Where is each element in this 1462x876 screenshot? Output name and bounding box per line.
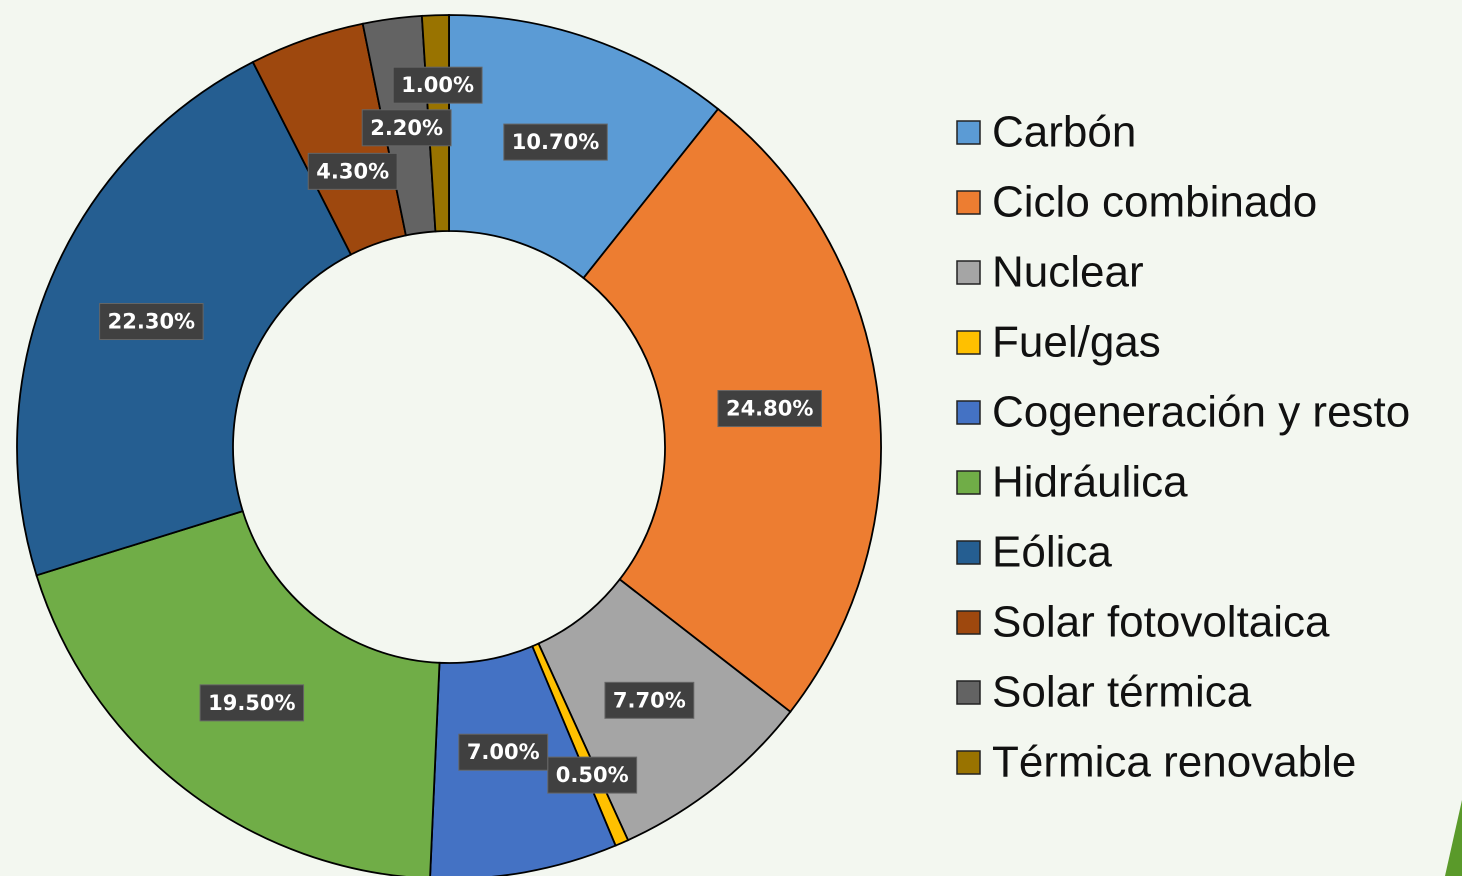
data-label: 22.30% [99, 303, 204, 341]
data-label: 4.30% [307, 152, 398, 190]
legend-label: Térmica renovable [992, 738, 1356, 787]
legend-label: Nuclear [992, 248, 1144, 297]
data-label-text: 1.00% [401, 73, 474, 97]
data-label-text: 7.70% [613, 688, 686, 712]
legend-swatch [956, 470, 981, 495]
data-label-box [604, 681, 695, 719]
data-label-box [199, 684, 305, 722]
legend-swatch [956, 610, 981, 635]
data-label-box [458, 733, 549, 771]
data-label-text: 4.30% [316, 159, 389, 183]
legend-label: Hidráulica [992, 458, 1188, 507]
data-label: 2.20% [361, 109, 452, 147]
data-label: 7.00% [458, 733, 549, 771]
data-label: 19.50% [199, 684, 305, 722]
legend-label: Ciclo combinado [992, 178, 1317, 227]
data-label-box [307, 152, 398, 190]
legend-label: Carbón [992, 108, 1136, 157]
data-label-text: 22.30% [108, 310, 195, 334]
legend-swatch [956, 190, 981, 215]
data-label-text: 0.50% [556, 763, 629, 787]
data-label: 24.80% [717, 390, 822, 428]
data-label-text: 24.80% [726, 397, 813, 421]
data-label: 7.70% [604, 681, 695, 719]
legend-label: Solar térmica [992, 668, 1252, 717]
data-label-text: 2.20% [370, 116, 443, 140]
legend-swatch [956, 750, 981, 775]
legend-swatch [956, 120, 981, 145]
data-label: 0.50% [547, 756, 638, 794]
decoration [1445, 800, 1462, 876]
data-label-text: 10.70% [512, 130, 599, 154]
legend-swatch [956, 400, 981, 425]
data-label-box [99, 303, 204, 341]
data-label-box [547, 756, 638, 794]
legend-swatch [956, 540, 981, 565]
legend-label: Eólica [992, 528, 1112, 577]
data-label: 1.00% [392, 66, 483, 104]
legend-swatch [956, 330, 981, 355]
data-label-text: 7.00% [467, 740, 540, 764]
legend-swatch [956, 260, 981, 285]
data-label-box [392, 66, 483, 104]
legend-label: Fuel/gas [992, 318, 1161, 367]
data-label-box [361, 109, 452, 147]
data-label: 10.70% [503, 123, 608, 161]
data-label-text: 19.50% [208, 691, 295, 715]
legend-label: Solar fotovoltaica [992, 598, 1330, 647]
legend-label: Cogeneración y resto [992, 388, 1410, 437]
data-label-box [717, 390, 822, 428]
data-label-box [503, 123, 608, 161]
legend-swatch [956, 680, 981, 705]
